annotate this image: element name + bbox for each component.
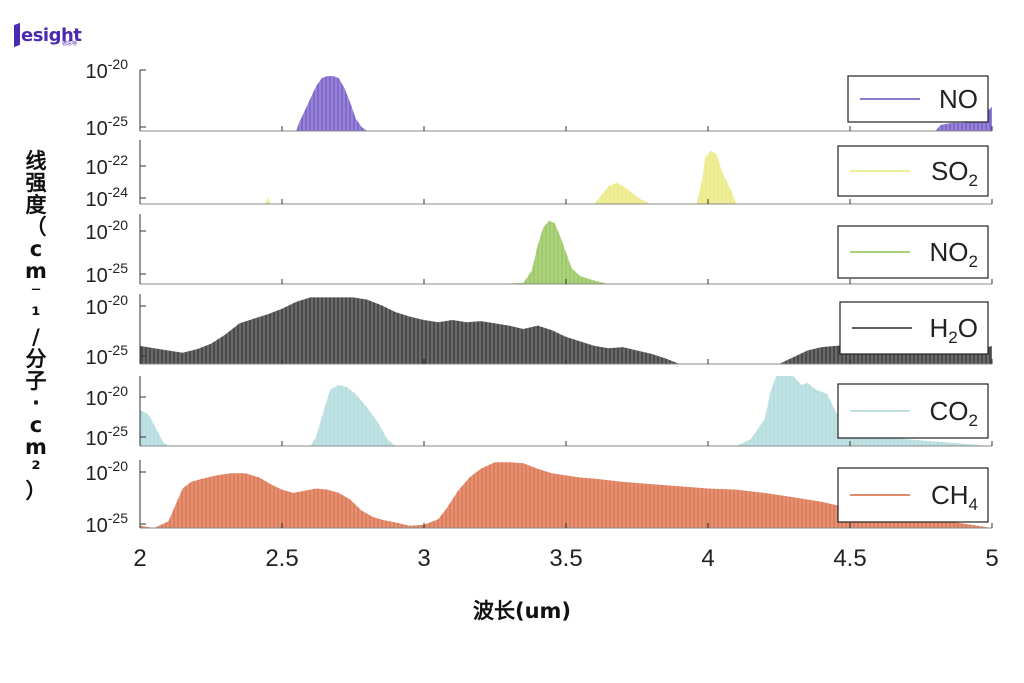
y-tick-label: 10-25 — [86, 113, 129, 140]
x-tick-label: 2 — [133, 545, 146, 572]
x-tick-label: 4.5 — [833, 545, 866, 572]
logo: esight — [14, 20, 82, 50]
y-tick-label: 10-20 — [86, 458, 129, 485]
logo-subtext: 德思特 — [62, 41, 78, 47]
legend-label: NO — [939, 84, 978, 114]
y-tick-label: 10-25 — [86, 342, 129, 369]
panel-3: 10-20 10-25 NO2 — [86, 214, 993, 287]
y-tick-label: 10-20 — [86, 292, 129, 319]
logo-text: esight — [21, 24, 82, 46]
y-tick-label: 10-20 — [86, 383, 129, 410]
x-axis: 2 2.5 3 3.5 4 4.5 5 — [133, 545, 998, 572]
series-area — [140, 376, 992, 446]
series-area — [140, 462, 992, 528]
legend-label: SO2 — [931, 156, 978, 190]
legend-label: H2O — [930, 313, 978, 347]
series-area — [140, 297, 992, 364]
legend-label: CH4 — [931, 480, 978, 514]
panel-5: 10-20 10-25 CO2 — [86, 376, 993, 450]
y-tick-label: 10-25 — [86, 260, 129, 287]
x-tick-label: 3 — [417, 545, 430, 572]
x-axis-label: 波长(um) — [473, 599, 571, 623]
panel-6: 10-20 10-25 CH4 — [86, 458, 993, 537]
legend-label: CO2 — [930, 396, 978, 430]
x-tick-label: 5 — [985, 545, 998, 572]
legend-label: NO2 — [930, 237, 978, 271]
y-tick-label: 10-22 — [86, 152, 129, 179]
x-tick-label: 4 — [701, 545, 714, 572]
series-area — [264, 150, 737, 204]
y-tick-label: 10-24 — [86, 184, 129, 211]
y-tick-label: 10-25 — [86, 510, 129, 537]
panel-1: 10-20 10-25 NO — [86, 56, 993, 140]
panel-2: 10-22 10-24 SO2 — [86, 140, 993, 211]
y-tick-label: 10-20 — [86, 56, 129, 83]
panel-4: 10-20 10-25 H2O — [86, 292, 993, 369]
x-tick-label: 2.5 — [265, 545, 298, 572]
y-tick-label: 10-20 — [86, 217, 129, 244]
x-tick-label: 3.5 — [549, 545, 582, 572]
y-tick-label: 10-25 — [86, 423, 129, 450]
y-axis-label: 线强度（ c m ⁻ ¹/分子· c m ²） — [25, 149, 47, 503]
series-area — [495, 220, 992, 284]
